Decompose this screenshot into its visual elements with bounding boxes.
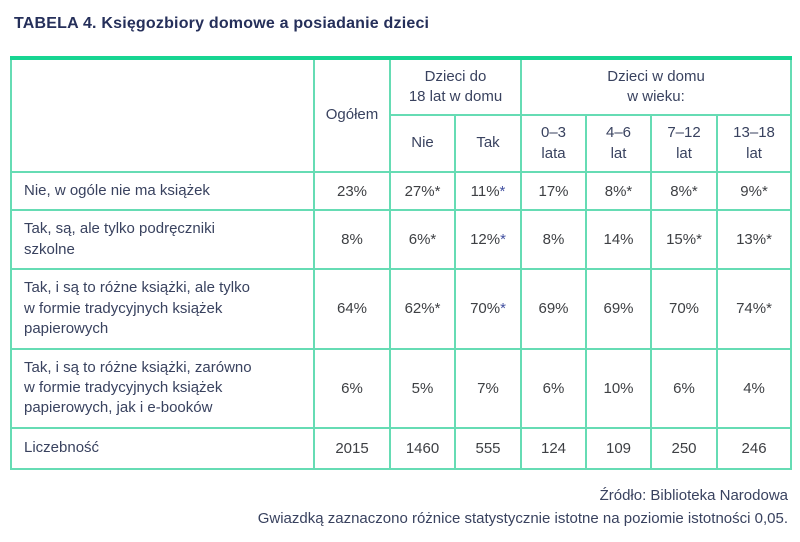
data-cell: 14%: [585, 209, 653, 270]
data-cell: 13%*: [716, 209, 793, 270]
header-row-groups: Ogółem Dzieci do 18 lat w domu Dzieci w …: [10, 57, 793, 173]
data-cell: 8%: [313, 209, 391, 270]
statistics-table: Ogółem Dzieci do 18 lat w domu Dzieci w …: [10, 56, 793, 470]
table-header: Ogółem Dzieci do 18 lat w domu Dzieci w …: [10, 57, 793, 173]
data-cell: 250: [650, 426, 719, 470]
data-cell: 6%: [650, 347, 719, 429]
data-cell: 70%: [650, 267, 719, 350]
header-empty-cell: [10, 57, 315, 173]
data-cell: 124: [520, 426, 588, 470]
data-cell: 69%: [520, 267, 588, 350]
table-row: Tak, są, ale tylko podręczniki szkolne 8…: [10, 209, 793, 270]
row-label: Tak, i są to różne książki, zarówno w fo…: [10, 347, 315, 429]
data-cell: 1460: [389, 426, 456, 470]
header-group-children: Dzieci do 18 lat w domu: [388, 57, 523, 116]
data-cell: 5%: [389, 347, 456, 429]
header-group-age: Dzieci w domu w wieku:: [520, 57, 793, 116]
header-age-13-18: 13–18 lat: [716, 114, 793, 173]
data-cell: 4%: [716, 347, 793, 429]
data-cell: 109: [585, 426, 653, 470]
row-label: Nie, w ogóle nie ma książek: [10, 170, 315, 212]
data-cell: 6%*: [389, 209, 456, 270]
header-tak: Tak: [453, 114, 523, 173]
data-cell: 27%*: [389, 170, 456, 212]
data-cell: 74%*: [716, 267, 793, 350]
table-row: Liczebność 2015 1460 555 124 109 250 246: [10, 426, 793, 470]
data-cell: 555: [453, 426, 523, 470]
significance-asterisk: *: [499, 182, 506, 200]
significance-note: Gwiazdką zaznaczono różnice statystyczni…: [257, 509, 788, 527]
significance-asterisk: *: [500, 300, 506, 318]
table-row: Tak, i są to różne książki, ale tylko w …: [10, 267, 793, 350]
data-cell: 8%*: [585, 170, 653, 212]
table-row: Tak, i są to różne książki, zarówno w fo…: [10, 347, 793, 429]
data-cell: 62%*: [389, 267, 456, 350]
significance-asterisk: *: [500, 231, 506, 248]
header-row-subcols: Nie Tak 0–3 lata 4–6 lat 7–12 lat 13–18 …: [11, 114, 793, 173]
page: TABELA 4. Księgozbiory domowe a posiadan…: [0, 15, 800, 530]
data-cell: 11%*: [453, 170, 523, 212]
table-footer: Źródło: Biblioteka Narodowa Gwiazdką zaz…: [10, 484, 790, 531]
table-row: Nie, w ogóle nie ma książek 23% 27%* 11%…: [10, 170, 793, 212]
data-cell: 69%: [585, 267, 653, 350]
data-cell: 12%*: [453, 209, 523, 270]
data-cell: 6%: [313, 347, 391, 429]
data-cell: 23%: [313, 170, 391, 212]
table-body: Nie, w ogóle nie ma książek 23% 27%* 11%…: [10, 170, 793, 470]
data-cell: 2015: [313, 426, 391, 470]
source-line: Źródło: Biblioteka Narodowa: [599, 486, 788, 504]
header-age-0-3: 0–3 lata: [520, 114, 588, 173]
table-title: TABELA 4. Księgozbiory domowe a posiadan…: [14, 15, 430, 32]
data-cell: 64%: [313, 267, 391, 350]
row-label: Tak, i są to różne książki, ale tylko w …: [10, 267, 315, 350]
row-label: Liczebność: [10, 426, 315, 470]
data-cell: 17%: [520, 170, 588, 212]
data-cell: 10%: [585, 347, 653, 429]
header-age-4-6: 4–6 lat: [585, 114, 653, 173]
data-cell: 6%: [520, 347, 588, 429]
data-cell: 7%: [453, 347, 523, 429]
data-cell: 246: [716, 426, 793, 470]
header-age-7-12: 7–12 lat: [650, 114, 719, 173]
data-cell: 8%: [520, 209, 588, 270]
data-cell: 15%*: [650, 209, 719, 270]
data-cell: 8%*: [650, 170, 719, 212]
row-label: Tak, są, ale tylko podręczniki szkolne: [10, 209, 315, 270]
header-nie: Nie: [389, 114, 456, 173]
data-cell: 9%*: [716, 170, 793, 212]
data-cell: 70%*: [453, 267, 523, 350]
header-ogolem: Ogółem: [313, 57, 391, 173]
